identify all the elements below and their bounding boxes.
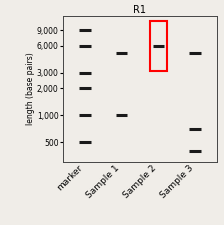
Y-axis label: length (base pairs): length (base pairs) xyxy=(26,52,35,125)
Title: R1: R1 xyxy=(134,5,146,15)
Bar xyxy=(150,21,167,71)
